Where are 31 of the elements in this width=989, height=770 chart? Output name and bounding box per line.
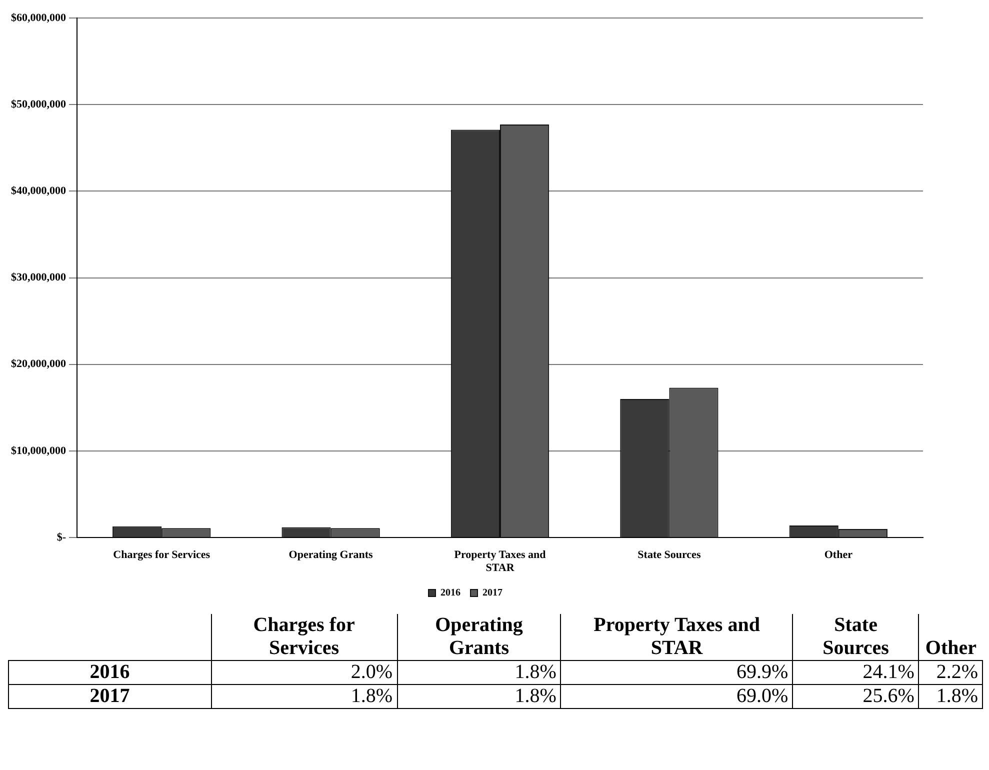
text: 25.6% [792,684,919,708]
x-tick-label: Property Taxes and STAR [454,549,546,574]
category-label: Charges for Services [253,614,355,659]
x-tick-label: Operating Grants [288,549,374,562]
x-tick-label: Charges for Services [113,549,211,562]
text: 24.1% [792,660,919,684]
text: 2017 [90,685,130,707]
legend-label: 2017 [482,588,502,599]
text: 1.8% [918,684,982,708]
text: 69.0% [560,684,793,708]
x-tick-label: Other [824,549,853,562]
y-tick-label: $60,000,000 [11,12,66,24]
y-tick-label: $- [56,531,66,544]
y-tick-label: $10,000,000 [11,444,66,457]
category-label: Property Taxes and STAR [594,614,760,659]
text: 2.2% [918,660,982,684]
y-tick-label: $30,000,000 [11,272,66,284]
x-tick-label: State Sources [638,549,702,562]
text: 1.8% [211,684,398,708]
text: 2016 [90,661,130,683]
y-tick-label: $50,000,000 [11,98,66,110]
text: 69.9% [560,660,793,684]
text: 1.8% [397,660,561,684]
text: 1.8% [397,684,561,708]
category-label: State Sources [822,614,889,659]
legend-label: 2016 [440,588,460,599]
text: 2.0% [211,660,398,684]
y-tick-label: $20,000,000 [11,358,66,370]
category-label: Operating Grants [435,614,523,659]
category-label: Other [925,637,976,659]
y-tick-label: $40,000,000 [11,185,66,198]
